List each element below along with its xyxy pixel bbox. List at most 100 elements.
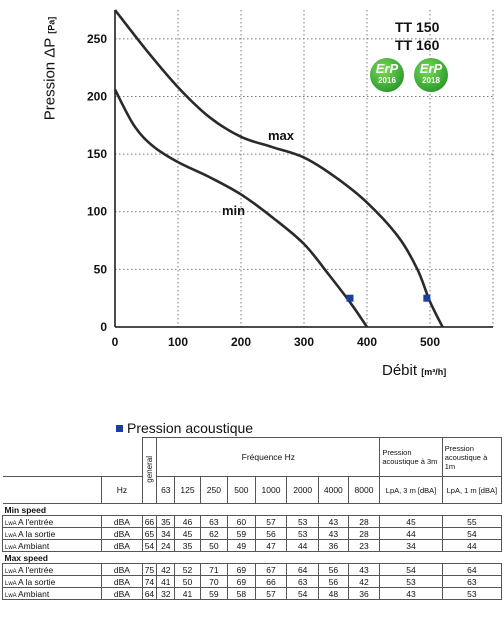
header-lpa1: Pression acoustique à 1m [441, 437, 503, 477]
row-label-prefix: L [5, 568, 9, 575]
row-label: LwA Ambiant [1, 587, 103, 600]
header-lpa1-unit: LpA, 1 m [dBA] [441, 476, 503, 504]
row-unit: dBA [101, 563, 143, 576]
header-lpa3: Pression acoustique à 3m [379, 437, 443, 477]
freq-125: 125 [174, 476, 201, 504]
row-label-subscript: wA [8, 580, 19, 587]
row-general: 75 [141, 563, 158, 576]
row-value: 42 [156, 563, 176, 576]
row-value: 41 [174, 587, 201, 600]
row-value: 34 [156, 527, 176, 540]
series-line-min [113, 88, 369, 328]
row-value: 43 [318, 515, 349, 528]
row-lpa1: 63 [441, 575, 503, 588]
y-tick-label: 0 [100, 320, 107, 334]
acoustic-point-max [423, 294, 431, 302]
row-label: LwA Ambiant [1, 539, 103, 552]
y-tick-label: 150 [87, 147, 107, 161]
row-unit: dBA [101, 587, 143, 600]
row-value: 63 [286, 575, 320, 588]
chart-axes [114, 10, 493, 328]
row-value: 69 [227, 575, 256, 588]
x-tick-label: 200 [231, 335, 251, 349]
header-general: general [141, 437, 158, 504]
row-value: 62 [199, 527, 229, 540]
row-value: 24 [156, 539, 176, 552]
row-label-text: A la sortie [18, 528, 56, 539]
row-lpa1: 44 [441, 539, 503, 552]
x-tick-label: 0 [112, 335, 119, 349]
table-row: LwA A la sortie dBA 65 34 45 62 59 56 53 43 28 44 54 [1, 527, 503, 540]
section-title: Min speed [2, 503, 502, 516]
row-label-text: A la sortie [18, 576, 56, 587]
row-value: 71 [199, 563, 229, 576]
row-general: 65 [141, 527, 158, 540]
row-label-text: Ambiant [18, 588, 50, 599]
row-value: 35 [156, 515, 176, 528]
series-label-min: min [222, 203, 245, 218]
chart-grid [115, 10, 494, 327]
row-value: 48 [318, 587, 349, 600]
section-title: Max speed [2, 551, 502, 564]
row-label-subscript: wA [8, 568, 19, 575]
erp-badge-year: 2018 [422, 76, 440, 85]
x-axis-unit: [m³/h] [421, 367, 447, 377]
row-label-subscript: wA [8, 520, 19, 527]
row-label: LwA A l'entrée [1, 563, 103, 576]
x-tick-label: 500 [420, 335, 440, 349]
row-label-subscript: wA [8, 592, 19, 599]
row-lpa3: 34 [379, 539, 443, 552]
row-value: 41 [156, 575, 176, 588]
freq-250: 250 [199, 476, 229, 504]
row-label: LwA A la sortie [1, 575, 103, 588]
row-value: 57 [254, 587, 288, 600]
table-row: LwA A la sortie dBA 74 41 50 70 69 66 63 56 42 53 63 [1, 575, 503, 588]
acoustic-table-body: Min speed LwA A l'entrée dBA 66 35 46 63 60 57 53… [1, 503, 503, 600]
row-label-text: A l'entrée [18, 516, 54, 527]
model-name-1: TT 150 [395, 19, 440, 35]
row-value: 32 [156, 587, 176, 600]
row-lpa1: 54 [441, 527, 503, 540]
row-label-prefix: L [5, 592, 9, 599]
row-lpa3: 53 [379, 575, 443, 588]
freq-4000: 4000 [318, 476, 349, 504]
x-axis-label-text: Débit [382, 362, 418, 379]
table-header-row-2: Hz 63 125 250 500 1000 2000 4000 8000 Lp… [2, 476, 503, 504]
freq-2000: 2000 [286, 476, 320, 504]
series-line-max [113, 9, 444, 328]
row-value: 28 [347, 527, 381, 540]
y-axis-unit: [Pa] [46, 16, 57, 34]
row-value: 50 [174, 575, 201, 588]
row-lpa1: 64 [441, 563, 503, 576]
row-unit: dBA [101, 539, 143, 552]
row-value: 49 [227, 539, 256, 552]
row-unit: dBA [101, 575, 143, 588]
chart-curves [113, 9, 444, 328]
row-label-subscript: wA [8, 532, 19, 539]
row-unit: dBA [101, 515, 143, 528]
erp-badge-year: 2016 [378, 76, 396, 85]
row-value: 43 [347, 563, 381, 576]
section-row: Max speed [2, 551, 502, 564]
x-tick-label: 100 [168, 335, 188, 349]
legend-marker-square [116, 425, 123, 432]
chart-series-labels: max min [222, 128, 295, 218]
row-lpa3: 43 [379, 587, 443, 600]
freq-1000: 1000 [254, 476, 288, 504]
row-label-subscript: wA [8, 544, 19, 551]
row-value: 53 [286, 515, 320, 528]
row-value: 47 [254, 539, 288, 552]
row-general: 74 [141, 575, 158, 588]
x-axis-label: Débit [m³/h] [382, 362, 446, 379]
row-value: 43 [318, 527, 349, 540]
row-label-text: A l'entrée [18, 564, 54, 575]
table-row: LwA Ambiant dBA 54 24 35 50 49 47 44 36 23 34 44 [1, 539, 503, 552]
row-value: 54 [286, 587, 320, 600]
y-tick-label: 100 [87, 205, 107, 219]
row-label: LwA A la sortie [1, 527, 103, 540]
row-value: 35 [174, 539, 201, 552]
chart-ticks: 0 100 200 300 400 500 0 50 100 150 200 250 [87, 32, 440, 349]
row-value: 42 [347, 575, 381, 588]
row-lpa1: 53 [441, 587, 503, 600]
row-lpa3: 45 [379, 515, 443, 528]
